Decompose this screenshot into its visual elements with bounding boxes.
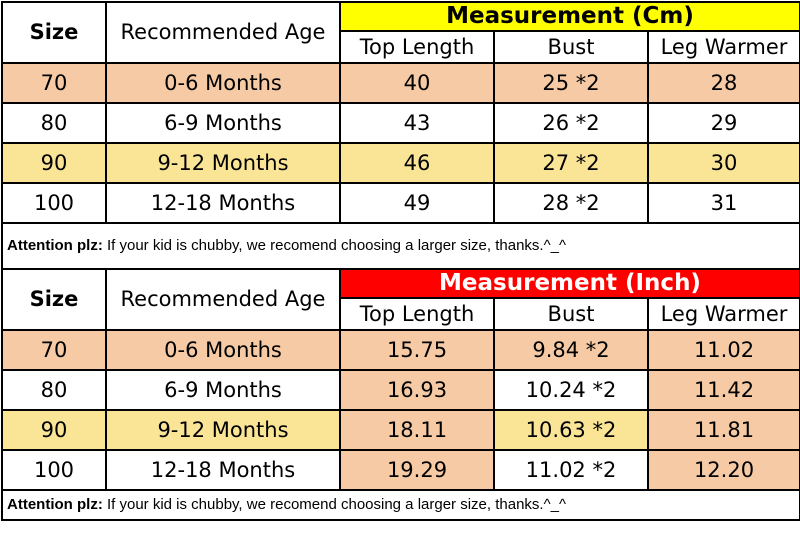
age-cell: 0-6 Months [105,329,341,371]
size-chart-table: Size Recommended Age Measurement (Cm) To… [1,1,800,521]
attention-label: Attention plz: [7,496,103,514]
leg-warmer-cell: 12.20 [647,449,800,491]
cm-age-column-header: Recommended Age [105,1,341,64]
attention-text: If your kid is chubby, we recomend choos… [102,237,567,255]
age-cell: 9-12 Months [105,409,341,451]
inch-age-column-header: Recommended Age [105,268,341,331]
bust-cell: 28 *2 [493,182,649,224]
age-cell: 12-18 Months [105,182,341,224]
bust-cell: 27 *2 [493,142,649,184]
age-cell: 9-12 Months [105,142,341,184]
bust-cell: 25 *2 [493,62,649,104]
cm-header-row-2: Top Length Bust Leg Warmer [2,30,800,64]
leg-warmer-cell: 31 [647,182,800,224]
bust-cell: 11.02 *2 [493,449,649,491]
cm-leg-warmer-column-header: Leg Warmer [647,30,800,64]
inch-header-row-1: Size Recommended Age Measurement (Inch) [1,268,800,331]
bust-cell: 26 *2 [493,102,649,144]
inch-measurement-header: Measurement (Inch) [339,268,800,299]
cm-header-row-1: Size Recommended Age Measurement (Cm) [1,1,800,64]
size-cell: 70 [1,62,107,104]
top-length-cell: 46 [339,142,495,184]
cm-size-column-header: Size [1,1,107,64]
leg-warmer-cell: 11.02 [647,329,800,371]
cm-attention-row: Attention plz: If your kid is chubby, we… [1,222,800,270]
bust-cell: 10.63 *2 [493,409,649,451]
bust-cell: 10.24 *2 [493,369,649,411]
attention-label: Attention plz: [7,237,103,255]
top-length-cell: 16.93 [339,369,495,411]
attention-text: If your kid is chubby, we recomend choos… [102,496,567,514]
inch-table-row-80: 80 6-9 Months 16.93 10.24 *2 11.42 [1,369,800,411]
leg-warmer-cell: 11.42 [647,369,800,411]
cm-table-row-70: 70 0-6 Months 40 25 *2 28 [1,62,800,104]
leg-warmer-cell: 29 [647,102,800,144]
cm-table-row-90: 90 9-12 Months 46 27 *2 30 [1,142,800,184]
top-length-cell: 43 [339,102,495,144]
inch-table-row-100: 100 12-18 Months 19.29 11.02 *2 12.20 [1,449,800,491]
inch-header-row-2: Top Length Bust Leg Warmer [2,297,800,331]
top-length-cell: 40 [339,62,495,104]
cm-top-length-column-header: Top Length [339,30,495,64]
size-cell: 100 [1,449,107,491]
size-cell: 90 [1,409,107,451]
leg-warmer-cell: 28 [647,62,800,104]
size-cell: 80 [1,369,107,411]
cm-attention-note: Attention plz: If your kid is chubby, we… [1,222,800,270]
cm-table-row-80: 80 6-9 Months 43 26 *2 29 [1,102,800,144]
top-length-cell: 18.11 [339,409,495,451]
age-cell: 12-18 Months [105,449,341,491]
leg-warmer-cell: 30 [647,142,800,184]
size-cell: 80 [1,102,107,144]
cm-table-row-100: 100 12-18 Months 49 28 *2 31 [1,182,800,224]
cm-measurement-header: Measurement (Cm) [339,1,800,32]
inch-bust-column-header: Bust [493,297,649,331]
leg-warmer-cell: 11.81 [647,409,800,451]
inch-top-length-column-header: Top Length [339,297,495,331]
top-length-cell: 49 [339,182,495,224]
size-cell: 90 [1,142,107,184]
inch-leg-warmer-column-header: Leg Warmer [647,297,800,331]
size-cell: 100 [1,182,107,224]
size-cell: 70 [1,329,107,371]
bust-cell: 9.84 *2 [493,329,649,371]
inch-attention-note: Attention plz: If your kid is chubby, we… [1,489,800,521]
inch-size-column-header: Size [1,268,107,331]
inch-table-row-90: 90 9-12 Months 18.11 10.63 *2 11.81 [1,409,800,451]
cm-bust-column-header: Bust [493,30,649,64]
top-length-cell: 15.75 [339,329,495,371]
age-cell: 0-6 Months [105,62,341,104]
age-cell: 6-9 Months [105,102,341,144]
inch-attention-row: Attention plz: If your kid is chubby, we… [1,489,800,521]
age-cell: 6-9 Months [105,369,341,411]
inch-table-row-70: 70 0-6 Months 15.75 9.84 *2 11.02 [1,329,800,371]
top-length-cell: 19.29 [339,449,495,491]
